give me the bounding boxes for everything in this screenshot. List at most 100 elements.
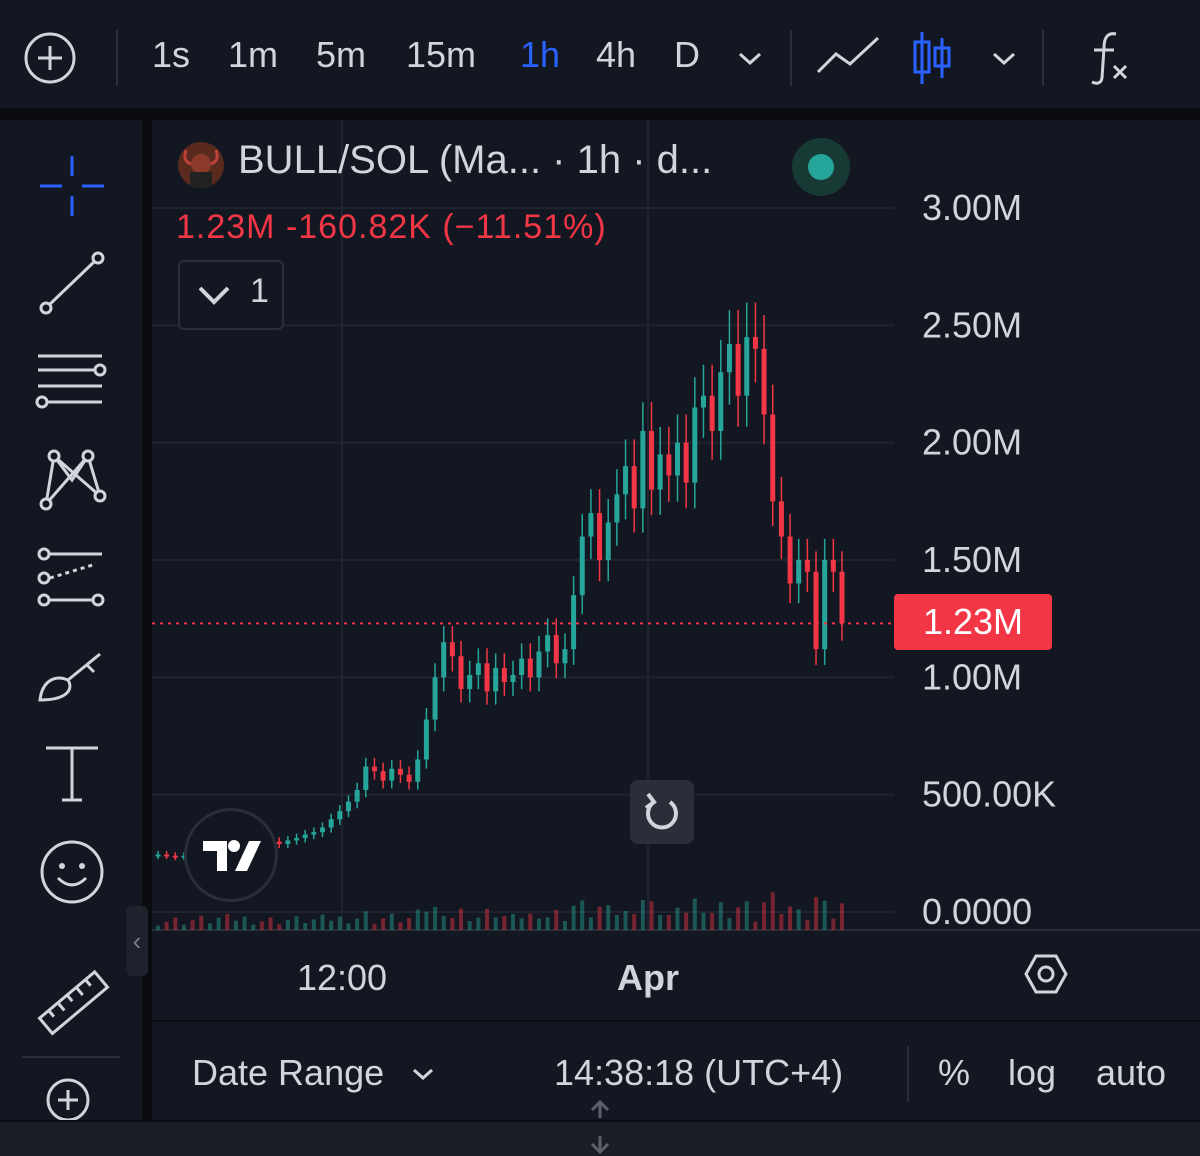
volume-bar <box>571 905 576 930</box>
interval-15m[interactable]: 15m <box>406 34 477 75</box>
volume-bar <box>614 915 619 930</box>
log-toggle[interactable]: log <box>1008 1052 1057 1093</box>
sidebar-divider <box>22 1056 120 1058</box>
candle-body <box>545 635 551 652</box>
candle-body <box>830 560 836 572</box>
chevron-down-icon[interactable] <box>730 28 770 88</box>
crosshair-icon[interactable] <box>34 148 110 224</box>
chevron-down-icon[interactable] <box>984 28 1024 88</box>
candle-body <box>276 841 282 844</box>
ruler-icon[interactable] <box>34 966 110 1042</box>
candle-body <box>674 442 680 476</box>
bottom-toolbar: Date Range 14:38:18 (UTC+4) % log auto <box>152 1022 1200 1120</box>
y-tick-label: 500.00K <box>922 774 1056 815</box>
volume-bar <box>805 919 810 930</box>
volume-bar <box>433 907 438 930</box>
interval-d[interactable]: D <box>674 34 700 75</box>
candle-body <box>614 494 620 523</box>
volume-bar <box>536 918 541 930</box>
candle-body <box>397 768 403 775</box>
interval-1s[interactable]: 1s <box>152 34 191 75</box>
trend-line-icon[interactable] <box>34 246 110 322</box>
reset-chart-button[interactable] <box>630 780 694 844</box>
volume-bar <box>580 900 585 930</box>
volume-bar <box>199 916 204 930</box>
volume-bar <box>329 920 334 930</box>
add-symbol-icon[interactable] <box>20 28 80 88</box>
interval-1h[interactable]: 1h <box>520 34 561 75</box>
auto-scale-toggle[interactable]: auto <box>1096 1052 1167 1093</box>
interval-4h[interactable]: 4h <box>596 34 637 75</box>
tradingview-logo[interactable] <box>184 808 278 902</box>
candle-body <box>172 855 178 858</box>
candle-body <box>449 642 455 657</box>
volume-bar <box>658 915 663 930</box>
candlestick-chart[interactable]: 3.00M 2.50M 2.00M 1.50M 1.00M 500.00K 0.0000 12… <box>152 120 1200 1020</box>
volume-bar <box>259 921 264 930</box>
date-range-button[interactable]: Date Range <box>192 1052 385 1093</box>
candles-chart-icon[interactable] <box>908 28 958 88</box>
chart-pane[interactable]: 3.00M 2.50M 2.00M 1.50M 1.00M 500.00K 0.0000 12… <box>152 120 1200 1020</box>
volume-bar <box>675 907 680 930</box>
volume-bar <box>519 918 524 930</box>
candle-body <box>553 635 559 664</box>
percent-toggle[interactable]: % <box>938 1052 971 1093</box>
interval-1m[interactable]: 1m <box>228 34 279 75</box>
line-chart-icon[interactable] <box>814 28 884 88</box>
volume-bar <box>727 918 732 930</box>
y-tick-label: 2.00M <box>922 422 1022 463</box>
emoji-icon[interactable] <box>34 834 110 910</box>
candle-body <box>164 854 170 857</box>
candle-body <box>475 663 481 675</box>
chevron-down-icon[interactable] <box>408 1062 438 1086</box>
volume-bar <box>190 920 195 930</box>
candle-body <box>155 854 161 857</box>
indicators-toggle[interactable]: 1 <box>178 260 284 330</box>
settings-icon[interactable] <box>1024 952 1068 996</box>
prediction-icon[interactable] <box>34 540 110 616</box>
volume-bar <box>822 900 827 930</box>
volume-bar <box>467 921 472 930</box>
text-tool-icon[interactable] <box>34 736 110 812</box>
refresh-icon <box>644 792 678 830</box>
volume-bar <box>225 914 230 930</box>
volume-bar <box>372 923 377 930</box>
volume-bar <box>216 917 221 930</box>
volume-bar <box>744 901 749 930</box>
symbol-title[interactable]: BULL/SOL (Ma... · 1h · d... <box>238 138 713 182</box>
fib-retracement-icon[interactable] <box>34 344 110 420</box>
last-price-label: 1.23M <box>894 594 1052 650</box>
candle-body <box>415 759 421 782</box>
interval-5m[interactable]: 5m <box>316 34 367 75</box>
volume-bar <box>233 920 238 930</box>
volume-bar <box>381 918 386 930</box>
toolbar-divider <box>1042 30 1044 86</box>
candle-body <box>579 536 585 596</box>
candle-body <box>631 466 637 509</box>
x-tick-label: Apr <box>617 957 679 998</box>
pattern-icon[interactable] <box>34 442 110 518</box>
candle-body <box>389 768 395 781</box>
volume-bar <box>363 911 368 930</box>
collapse-sidebar-button[interactable]: ‹ <box>126 906 148 976</box>
candle-body <box>605 522 611 560</box>
x-tick-label: 12:00 <box>297 957 387 998</box>
volume-bar <box>311 919 316 930</box>
resize-strip[interactable] <box>0 1099 1200 1156</box>
resize-arrows-icon[interactable] <box>588 1098 612 1156</box>
volume-bar <box>389 913 394 930</box>
indicators-fx-icon[interactable] <box>1082 28 1142 88</box>
candle-body <box>519 658 525 675</box>
candle-body <box>657 454 663 490</box>
volume-bar <box>528 913 533 930</box>
zoom-in-icon[interactable] <box>34 1070 110 1120</box>
volume-bar <box>597 906 602 930</box>
volume-bar <box>476 917 481 930</box>
clock-readout[interactable]: 14:38:18 (UTC+4) <box>554 1052 844 1093</box>
brush-icon[interactable] <box>34 640 110 716</box>
candle-body <box>778 501 784 537</box>
volume-bar <box>632 914 637 930</box>
candle-body <box>337 811 343 820</box>
volume-bar <box>207 923 212 930</box>
candle-body <box>371 766 377 772</box>
